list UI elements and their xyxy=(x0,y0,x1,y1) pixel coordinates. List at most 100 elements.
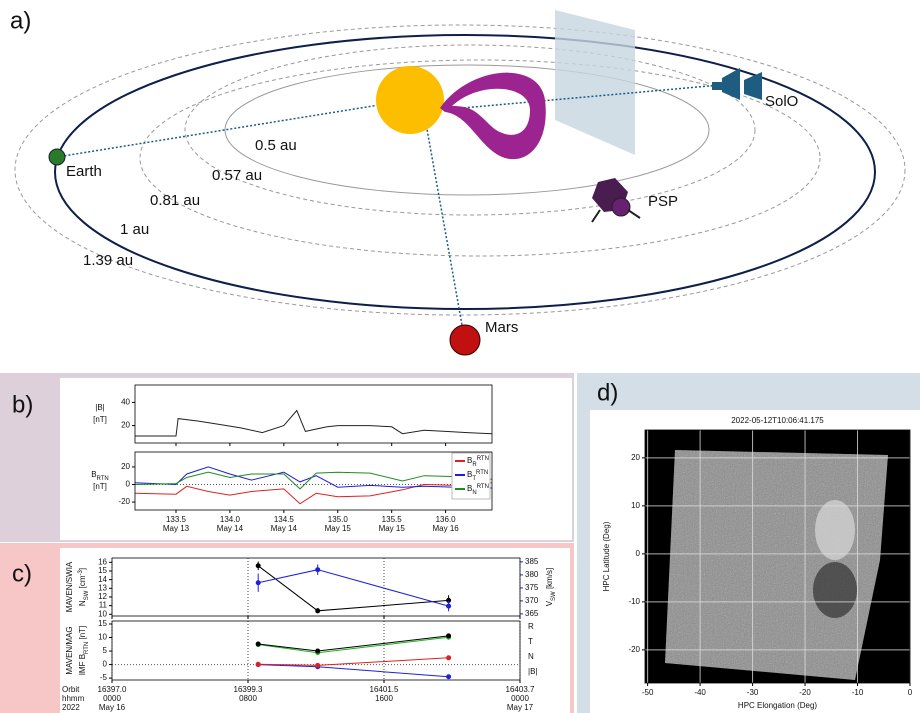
x-tick-label: 133.5 xyxy=(166,515,187,524)
orbit-label: 1 au xyxy=(120,221,149,238)
x-tick-date: May 16 xyxy=(99,703,126,712)
x-tick-label: -50 xyxy=(642,688,654,697)
point xyxy=(315,649,320,654)
earth xyxy=(49,149,65,165)
x-tick-orbit: 16399.3 xyxy=(234,685,263,694)
y-axis-label-part: |B| xyxy=(95,403,105,412)
panel-b-inner xyxy=(60,378,572,540)
sightline xyxy=(425,118,462,325)
panel-c-inner xyxy=(60,548,570,713)
legend-label-part: T xyxy=(472,476,476,482)
body-label: Earth xyxy=(66,163,102,180)
sun xyxy=(376,66,444,134)
y-axis-label-part: [nT] xyxy=(78,626,87,642)
y-axis-label: MAVEN/SWIA xyxy=(65,561,74,612)
y-tick-label: 15 xyxy=(98,566,107,575)
x-tick-label: -10 xyxy=(852,688,864,697)
x-tick-label: -30 xyxy=(747,688,759,697)
legend-label-part: RTN xyxy=(477,456,489,462)
y-tick-label: 0 xyxy=(636,549,641,558)
x-row-header: Orbit xyxy=(62,685,80,694)
image-texture xyxy=(665,450,888,680)
y-tick-label: 11 xyxy=(99,601,108,610)
cme-feature xyxy=(815,500,855,560)
y-tick-label: 14 xyxy=(98,575,107,584)
y-axis-label: [nT] xyxy=(93,482,107,491)
y-axis-label-part: ] xyxy=(78,568,87,570)
y2-tick-label: 380 xyxy=(525,570,539,579)
point xyxy=(256,662,261,667)
y-tick-label: 20 xyxy=(631,453,640,462)
x-tick-label: 0 xyxy=(908,688,913,697)
y-tick-label: 20 xyxy=(121,462,130,471)
x-axis-label: HPC Elongation (Deg) xyxy=(738,701,817,710)
legend-label-part: RTN xyxy=(476,470,488,476)
point xyxy=(315,663,320,668)
point xyxy=(446,655,451,660)
y-axis-label-part: [nT] xyxy=(93,482,107,491)
x-tick-orbit: 16403.7 xyxy=(506,685,535,694)
x-tick-label: 1600 xyxy=(375,694,393,703)
y-tick-label: 10 xyxy=(98,609,107,618)
panel-label: a) xyxy=(10,7,31,34)
legend-label: T xyxy=(528,637,533,646)
orbit-diagram: 0.5 au 0.57 au 0.81 au 1 au 1.39 au Eart… xyxy=(10,7,905,355)
sightline xyxy=(57,100,410,157)
y-tick-label: 15 xyxy=(98,619,107,628)
legend-label: |B| xyxy=(528,667,538,676)
y-axis-label: MAVEN/MAG xyxy=(65,626,74,674)
x-tick-label: -20 xyxy=(799,688,811,697)
orbit-label: 0.5 au xyxy=(255,137,297,154)
x-tick-label: -40 xyxy=(694,688,706,697)
fov-plane xyxy=(555,10,635,155)
y-tick-label: -20 xyxy=(118,497,130,506)
legend-label-part: R xyxy=(472,462,477,468)
y2-tick-label: 385 xyxy=(525,557,539,566)
x-tick-date: May 14 xyxy=(271,524,298,533)
x-row-header: hhmm xyxy=(62,694,85,703)
orbit-label: 1.39 au xyxy=(83,252,133,269)
x-tick-label: 134.5 xyxy=(274,515,295,524)
legend-label-part: RTN xyxy=(477,484,489,490)
y-axis-label-part: [nT] xyxy=(93,415,107,424)
cme-feature xyxy=(813,562,857,618)
y-axis-label-part: MAVEN/SWIA xyxy=(65,561,74,612)
y-tick-label: 13 xyxy=(98,583,107,592)
point xyxy=(446,633,451,638)
y-axis-label-part: RTN xyxy=(97,476,109,482)
y-axis-label: [nT] xyxy=(93,415,107,424)
y-tick-label: -20 xyxy=(628,645,640,654)
x-tick-label: 0000 xyxy=(511,694,529,703)
x-tick-date: May 15 xyxy=(379,524,406,533)
y2-axis-label-part: [km/s] xyxy=(545,568,554,592)
legend-label-part: N xyxy=(472,490,476,496)
y-tick-label: -10 xyxy=(628,597,640,606)
body-label: Mars xyxy=(485,319,518,336)
x-tick-date: May 16 xyxy=(433,524,460,533)
orbit xyxy=(185,45,755,215)
x-tick-label: 0800 xyxy=(239,694,257,703)
x-tick-label: 135.5 xyxy=(382,515,403,524)
y-tick-label: 16 xyxy=(98,557,107,566)
y-tick-label: 10 xyxy=(631,501,640,510)
y2-tick-label: 365 xyxy=(525,609,539,618)
mars xyxy=(450,325,480,355)
y2-axis-label-part: SW xyxy=(551,591,557,601)
y-tick-label: 10 xyxy=(98,633,107,642)
orbit xyxy=(15,25,905,315)
panel-label: d) xyxy=(597,379,618,406)
point xyxy=(315,567,320,572)
point xyxy=(446,604,451,609)
body-label: PSP xyxy=(648,193,678,210)
y-axis-label-part: SW xyxy=(84,590,90,600)
x-tick-orbit: 16401.5 xyxy=(370,685,399,694)
x-tick-date: May 14 xyxy=(217,524,244,533)
y-axis-label: |B| xyxy=(95,403,105,412)
x-row-header: 2022 xyxy=(62,703,80,712)
y2-tick-label: 370 xyxy=(525,596,539,605)
body-label: SolO xyxy=(765,93,798,110)
point xyxy=(256,580,261,585)
cme xyxy=(440,73,546,159)
x-tick-label: 134.0 xyxy=(220,515,241,524)
y-axis-label-part: MAVEN/MAG xyxy=(65,626,74,674)
